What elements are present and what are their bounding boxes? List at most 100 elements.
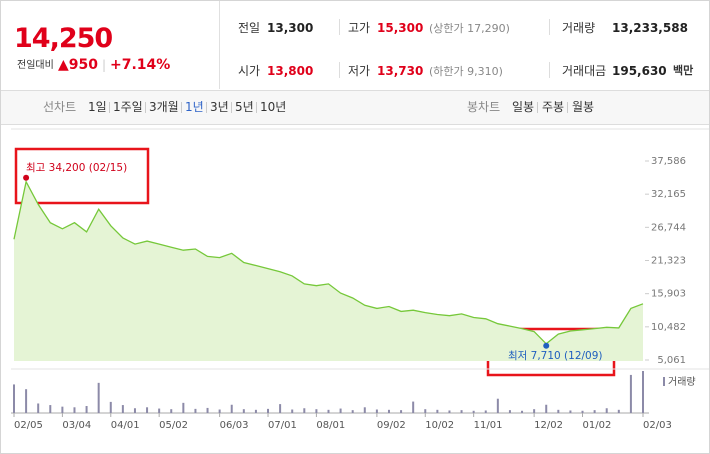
separator xyxy=(567,102,568,113)
current-price: 14,250 xyxy=(14,23,113,54)
volume-bar xyxy=(375,409,378,413)
volume-bar xyxy=(73,407,76,413)
volume-bar xyxy=(158,408,161,413)
y-tick-label: 21,323 xyxy=(651,256,686,267)
y-tick-label: 10,482 xyxy=(651,322,686,333)
legend-label: 거래량 xyxy=(668,376,696,388)
volume-bar xyxy=(109,401,112,413)
volume-bar xyxy=(460,410,463,413)
summary-label: 거래량 xyxy=(562,21,596,35)
volume-bar xyxy=(327,409,330,413)
divider xyxy=(549,62,550,78)
volume-bar xyxy=(569,410,572,413)
volume-bar xyxy=(617,409,620,413)
volume-bar xyxy=(339,408,342,413)
period-tab[interactable]: 1일 xyxy=(88,100,107,114)
volume-bar xyxy=(146,407,149,413)
volume-bar xyxy=(545,404,548,413)
x-tick-label: 12/02 xyxy=(534,420,563,431)
y-tick-label: 15,903 xyxy=(651,289,686,300)
volume-bar xyxy=(303,408,306,413)
volume-bar xyxy=(182,402,185,413)
candle-tab[interactable]: 월봉 xyxy=(572,100,595,114)
y-tick-label: 37,586 xyxy=(651,156,686,167)
volume-bar xyxy=(387,409,390,413)
volume-bar xyxy=(605,408,608,413)
summary-value: 15,300 xyxy=(377,21,424,35)
x-tick-label: 01/02 xyxy=(583,420,612,431)
period-tab[interactable]: 1년 xyxy=(185,100,204,114)
divider xyxy=(549,19,550,35)
x-tick-label: 05/02 xyxy=(159,420,188,431)
tab-bar xyxy=(1,90,709,125)
volume-bar xyxy=(25,389,28,413)
area-fill xyxy=(14,181,643,361)
low-label: 최저 7,710 (12/09) xyxy=(508,350,603,362)
volume-bar xyxy=(496,398,499,413)
volume-bar xyxy=(363,407,366,413)
summary-label: 저가 xyxy=(348,64,371,78)
period-tab[interactable]: 5년 xyxy=(235,100,254,114)
volume-bar xyxy=(61,406,64,413)
x-tick-label: 07/01 xyxy=(268,420,297,431)
candle-tab[interactable]: 주봉 xyxy=(542,100,565,114)
volume-bar xyxy=(533,409,536,413)
period-tab[interactable]: 3년 xyxy=(210,100,229,114)
separator xyxy=(537,102,538,113)
x-tick-label: 03/04 xyxy=(62,420,91,431)
summary-value: 13,300 xyxy=(267,21,314,35)
y-tick-label: 5,061 xyxy=(657,355,686,366)
volume-bar xyxy=(484,410,487,413)
summary-value: 13,800 xyxy=(267,64,314,78)
period-tab[interactable]: 10년 xyxy=(260,100,287,114)
divider xyxy=(339,62,340,78)
volume-bar xyxy=(267,408,270,413)
volume-bar xyxy=(351,410,354,413)
summary-note: (상한가 17,290) xyxy=(429,22,510,35)
volume-bar xyxy=(593,410,596,413)
summary-label: 시가 xyxy=(238,64,261,78)
separator xyxy=(145,102,146,113)
volume-bar xyxy=(557,409,560,413)
tab-group-label: 봉차트 xyxy=(467,100,501,114)
summary-unit: 백만 xyxy=(673,64,694,77)
divider xyxy=(339,19,340,35)
period-tab[interactable]: 3개월 xyxy=(149,100,179,114)
y-tick-label: 32,165 xyxy=(651,189,686,200)
volume-bar xyxy=(218,409,221,413)
summary-note: (하한가 9,310) xyxy=(429,65,503,78)
period-tab[interactable]: 1주일 xyxy=(113,100,143,114)
separator: | xyxy=(102,58,107,72)
volume-bar xyxy=(97,382,100,413)
volume-bar xyxy=(291,409,294,413)
candle-tab[interactable]: 일봉 xyxy=(512,100,535,114)
change-label: 전일대비 xyxy=(17,60,54,71)
x-tick-label: 11/01 xyxy=(474,420,503,431)
volume-bar xyxy=(121,405,124,413)
x-tick-label: 06/03 xyxy=(220,420,249,431)
volume-bar xyxy=(472,410,475,413)
separator xyxy=(231,102,232,113)
volume-bar xyxy=(642,371,644,413)
x-tick-label: 04/01 xyxy=(111,420,140,431)
volume-bar xyxy=(254,409,257,413)
volume-bar xyxy=(242,409,245,413)
highlight-box xyxy=(14,147,150,205)
summary-label: 전일 xyxy=(238,21,261,35)
x-tick-label: 02/03 xyxy=(643,420,672,431)
volume-bar xyxy=(85,406,88,413)
separator xyxy=(206,102,207,113)
volume-bar xyxy=(230,404,233,413)
volume-bar xyxy=(279,404,282,413)
summary-label: 고가 xyxy=(348,21,371,35)
volume-bar xyxy=(400,410,403,413)
volume-bar xyxy=(581,410,584,413)
summary-label: 거래대금 xyxy=(562,64,607,78)
volume-bar xyxy=(448,410,451,413)
x-tick-label: 02/05 xyxy=(14,420,43,431)
summary-value: 13,233,588 xyxy=(612,21,688,35)
volume-bar xyxy=(508,410,511,413)
volume-bar xyxy=(521,410,524,413)
change: ▲950 xyxy=(58,57,98,73)
volume-bar xyxy=(49,405,52,413)
